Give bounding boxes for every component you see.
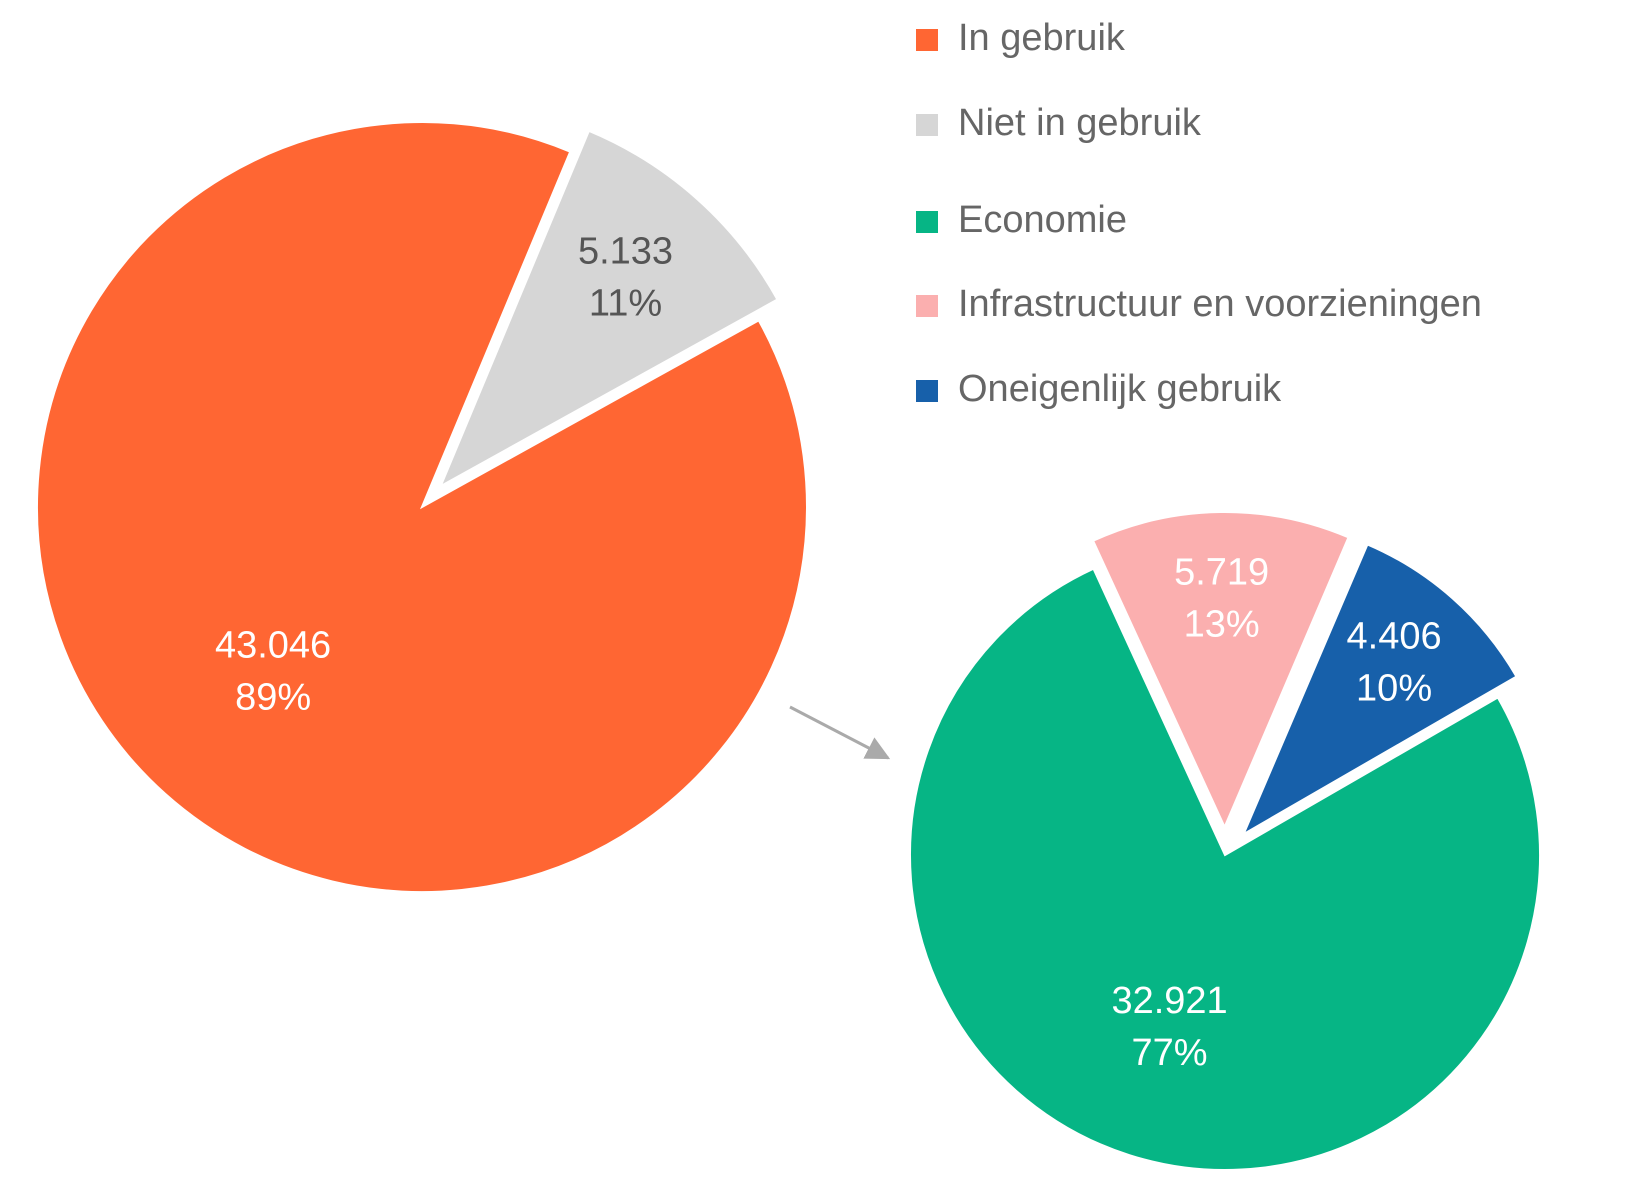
legend-swatch [916, 295, 938, 317]
value-label: 5.133 [578, 231, 673, 273]
legend-swatch [916, 29, 938, 51]
value-label: 5.719 [1174, 551, 1269, 593]
legend-label: Infrastructuur en voorzieningen [958, 283, 1482, 325]
percent-label: 89% [235, 676, 311, 718]
pie-slice [36, 121, 809, 893]
legend-label: Niet in gebruik [958, 102, 1202, 144]
percent-label: 13% [1184, 603, 1260, 645]
pie-slice [1091, 511, 1350, 830]
legend-label: Oneigenlijk gebruik [958, 368, 1282, 410]
value-label: 4.406 [1347, 615, 1442, 657]
legend-swatch [916, 114, 938, 136]
pie-slice [1241, 543, 1518, 837]
percent-label: 11% [589, 283, 662, 325]
value-label: 32.921 [1111, 980, 1227, 1022]
pie-slice [438, 129, 779, 489]
legend-label: In gebruik [958, 17, 1126, 59]
link-arrow [789, 705, 891, 760]
legend-swatch [916, 380, 938, 402]
pie-slice [909, 567, 1541, 1171]
legend-swatch [916, 211, 938, 233]
percent-label: 77% [1132, 1032, 1208, 1074]
percent-label: 10% [1356, 667, 1432, 709]
legend-label: Economie [958, 199, 1127, 241]
value-label: 43.046 [215, 624, 331, 666]
